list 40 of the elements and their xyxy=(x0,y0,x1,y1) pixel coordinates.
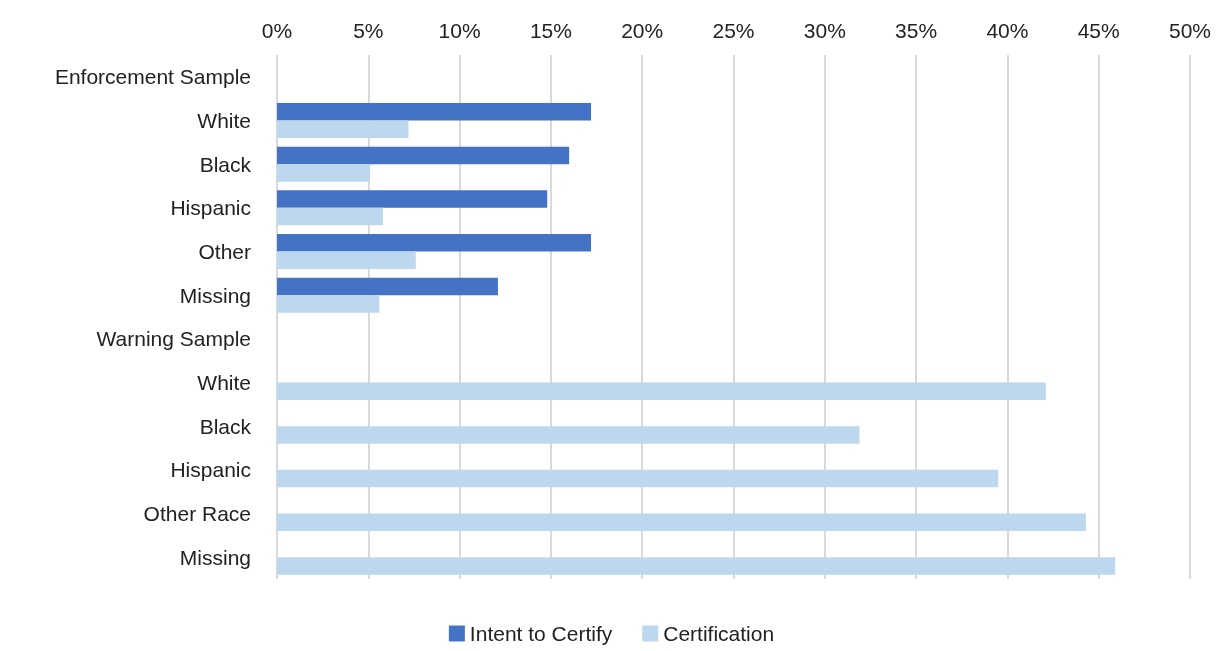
bar xyxy=(277,234,592,252)
y-tick-label: Black xyxy=(199,152,252,176)
x-tick-label: 0% xyxy=(261,19,293,42)
y-tick-label: Warning Sample xyxy=(96,327,251,351)
bar xyxy=(277,382,1046,400)
bar xyxy=(277,103,592,121)
x-tick-label: 30% xyxy=(803,19,846,42)
bar xyxy=(277,277,498,296)
x-tick-label: 50% xyxy=(1168,19,1212,42)
bar xyxy=(277,469,999,488)
x-tick-label: 25% xyxy=(712,19,755,42)
y-tick-label: White xyxy=(197,109,251,132)
bar xyxy=(277,146,570,165)
bar xyxy=(277,207,383,226)
bar xyxy=(277,164,371,182)
x-tick-label: 15% xyxy=(529,19,572,42)
y-tick-label: Other Race xyxy=(143,502,251,525)
x-tick-label: 40% xyxy=(986,19,1029,42)
bar xyxy=(277,557,1116,575)
x-tick-label: 5% xyxy=(353,19,384,42)
x-tick-label: 35% xyxy=(895,19,938,42)
x-tick-label: 10% xyxy=(438,19,481,42)
legend-label: Intent to Certify xyxy=(469,622,613,645)
legend-label: Certification xyxy=(663,622,775,645)
bar xyxy=(277,513,1086,531)
y-tick-label: Missing xyxy=(179,545,251,569)
bar xyxy=(277,190,548,208)
y-tick-label: Enforcement Sample xyxy=(54,65,251,89)
x-tick-label: 20% xyxy=(621,19,664,42)
y-tick-label: White xyxy=(197,371,251,394)
y-tick-label: Missing xyxy=(179,283,251,307)
x-tick-label: 45% xyxy=(1077,19,1120,42)
y-tick-label: Hispanic xyxy=(170,458,251,482)
y-tick-label: Hispanic xyxy=(170,196,251,220)
y-tick-label: Black xyxy=(199,414,252,438)
bar xyxy=(277,426,860,444)
bar xyxy=(277,120,409,138)
y-tick-label: Other xyxy=(198,240,251,263)
bar xyxy=(277,295,380,313)
bar xyxy=(277,251,416,269)
